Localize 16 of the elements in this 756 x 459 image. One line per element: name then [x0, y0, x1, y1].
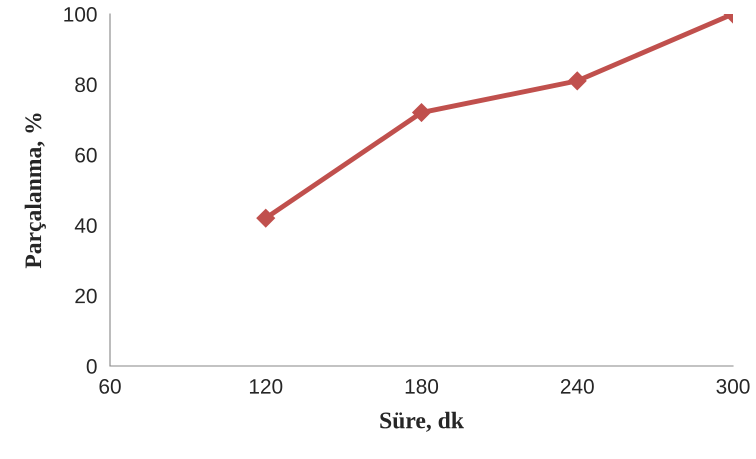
y-tick-label: 40: [74, 218, 97, 233]
y-tick-label: 60: [75, 148, 97, 163]
y-axis-title: Parçalanma, %: [24, 114, 46, 268]
y-tick-label: 100: [64, 7, 97, 22]
x-tick-label: 240: [560, 379, 594, 394]
x-tick-label: 300: [716, 379, 750, 394]
x-tick-label: 60: [99, 379, 121, 394]
point: [256, 208, 276, 228]
point: [568, 72, 587, 90]
y-tick-label: 20: [75, 288, 97, 304]
y-tick-label: 80: [75, 77, 97, 92]
x-tick-label: 180: [406, 379, 438, 394]
y-tick-label: 0: [86, 359, 97, 374]
x-tick-label: 120: [250, 379, 282, 394]
x-axis-title: Süre, dk: [380, 412, 464, 432]
point: [412, 103, 431, 122]
